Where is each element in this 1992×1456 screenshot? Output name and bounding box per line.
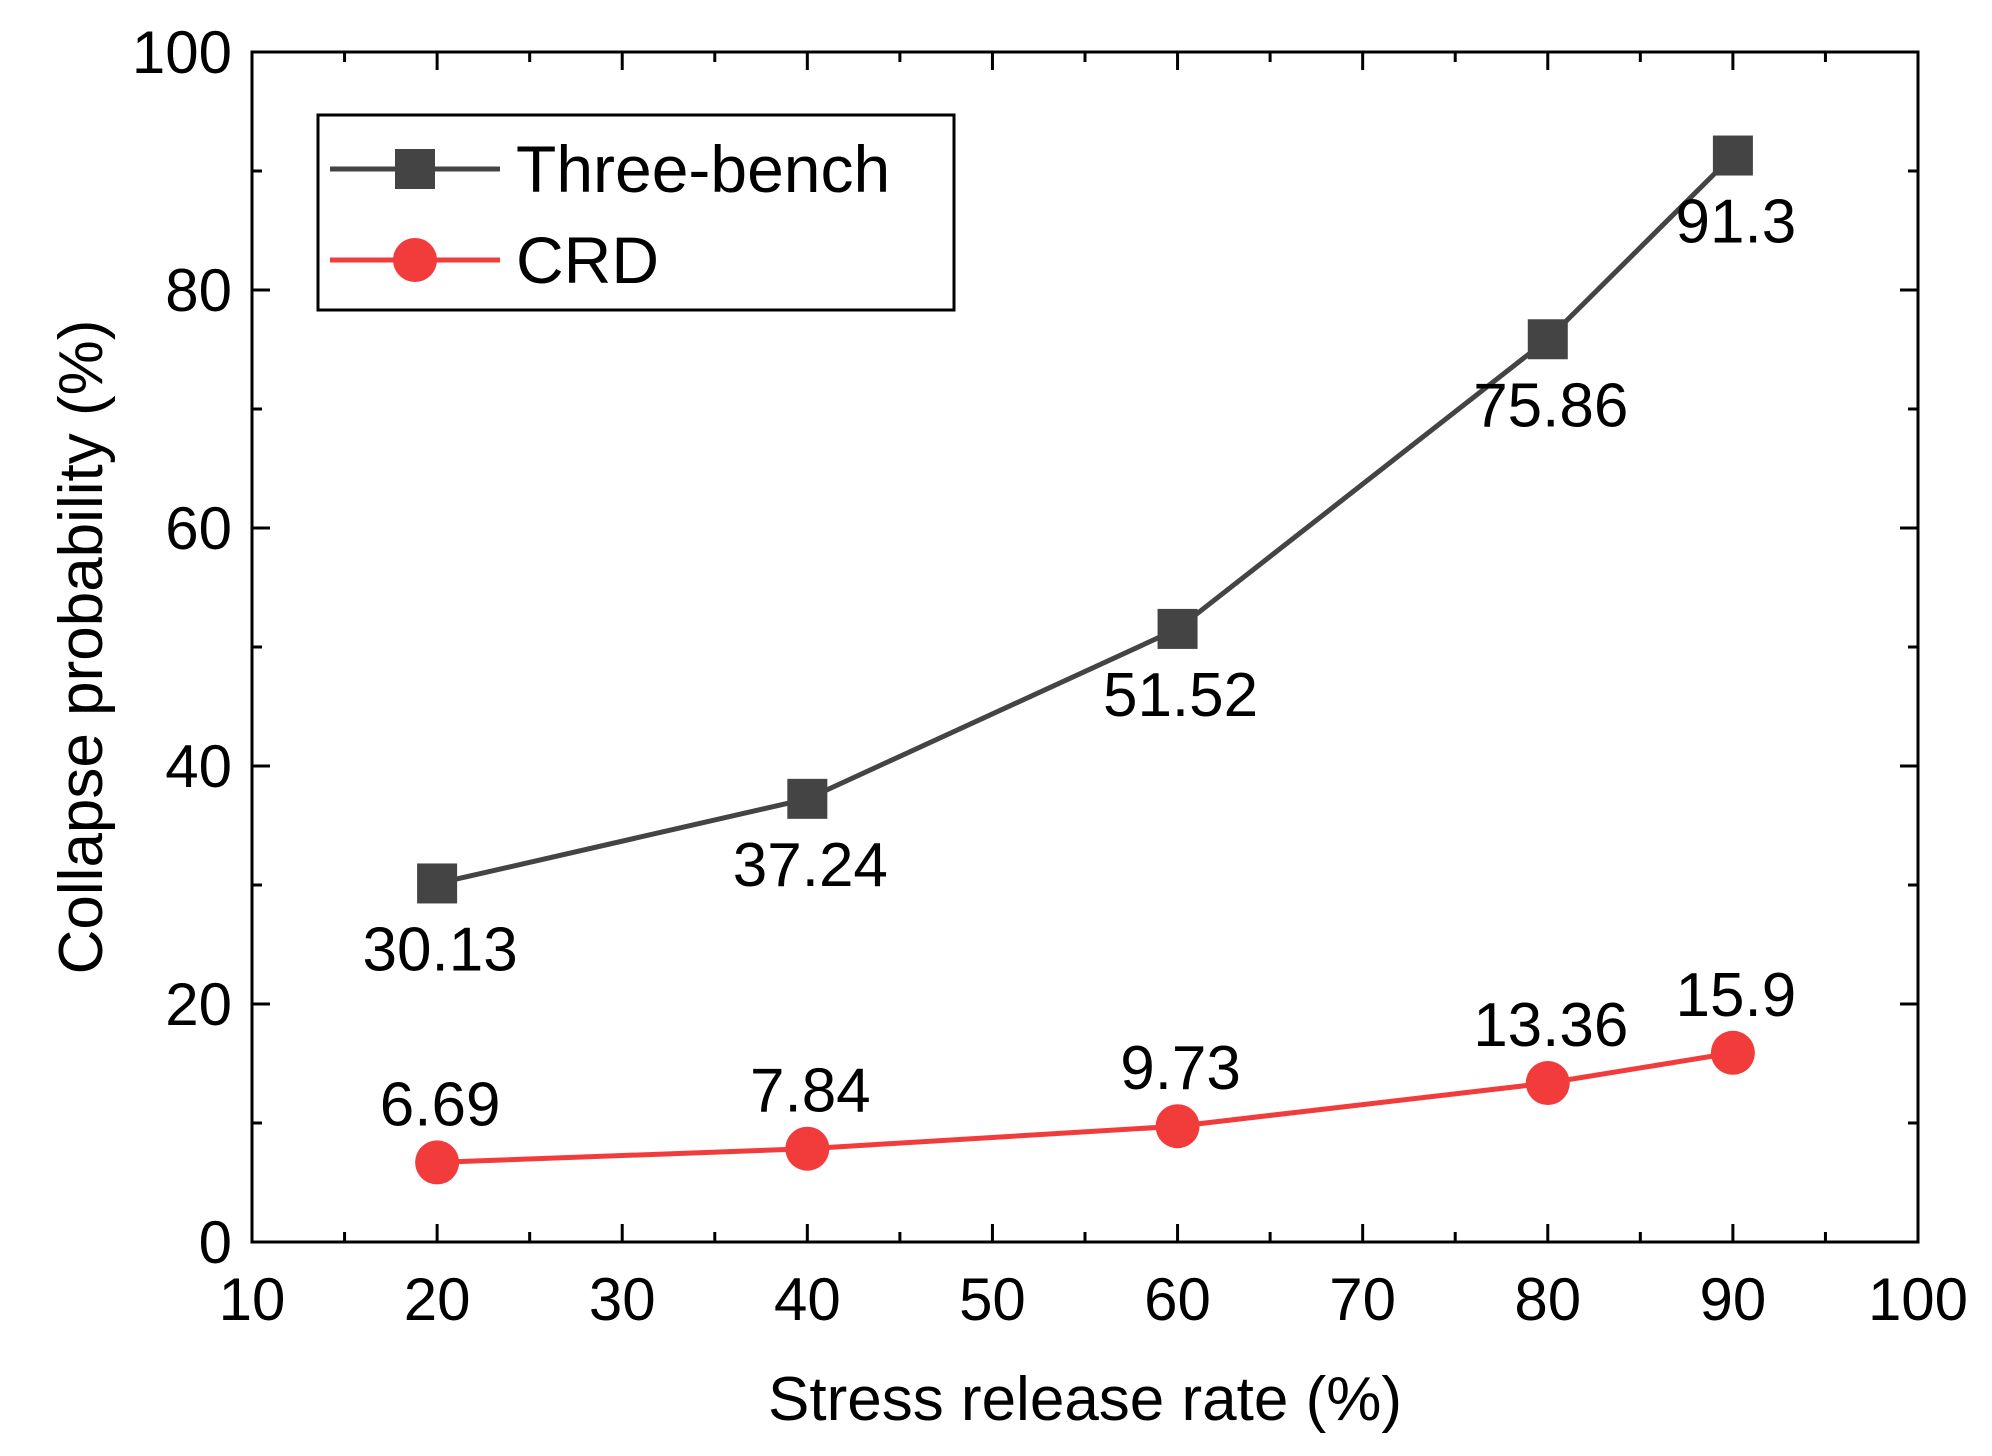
data-label: 15.9 xyxy=(1676,961,1797,1030)
data-labels: 30.13 37.24 51.52 75.86 91.3 6.69 7.84 9.73 13.3… xyxy=(363,188,1797,1140)
y-tick-label: 40 xyxy=(165,733,232,800)
legend-item-crd: CRD xyxy=(330,223,659,297)
x-tick-label: 70 xyxy=(1329,1266,1396,1333)
y-tick-label: 100 xyxy=(132,19,232,86)
x-tick-label: 20 xyxy=(404,1266,471,1333)
marker-square xyxy=(787,778,828,819)
marker-square xyxy=(1712,135,1753,176)
legend-marker-circle xyxy=(393,238,437,282)
x-tick-label: 10 xyxy=(219,1266,286,1333)
marker-square xyxy=(1157,608,1198,649)
x-tick-label: 30 xyxy=(589,1266,656,1333)
x-tick-label: 90 xyxy=(1700,1266,1767,1333)
plot-series xyxy=(415,135,1755,1185)
data-label: 75.86 xyxy=(1473,371,1628,440)
data-label: 13.36 xyxy=(1473,991,1628,1060)
marker-circle xyxy=(1155,1104,1200,1149)
x-tick-label: 80 xyxy=(1514,1266,1581,1333)
x-axis-title: Stress release rate (%) xyxy=(768,1365,1402,1434)
marker-circle xyxy=(1710,1030,1755,1075)
marker-circle xyxy=(1525,1061,1570,1106)
legend: Three-bench CRD xyxy=(316,113,956,312)
marker-square xyxy=(1527,319,1568,360)
data-label: 7.84 xyxy=(750,1057,871,1126)
data-label: 37.24 xyxy=(733,831,888,900)
series-crd xyxy=(415,1030,1755,1185)
marker-circle xyxy=(415,1140,460,1185)
series-three-bench xyxy=(417,135,1753,904)
legend-marker-square xyxy=(395,149,435,189)
data-label: 91.3 xyxy=(1676,188,1797,257)
y-tick-label: 0 xyxy=(199,1209,232,1276)
data-label: 9.73 xyxy=(1120,1034,1241,1103)
axes: 10 20 30 40 50 60 70 80 90 100 0 20 40 60 80 100 xyxy=(132,19,1968,1333)
marker-circle xyxy=(785,1126,830,1171)
x-tick-label: 40 xyxy=(774,1266,841,1333)
legend-label: CRD xyxy=(516,223,659,297)
x-tick-label: 50 xyxy=(959,1266,1026,1333)
data-label: 51.52 xyxy=(1103,661,1258,730)
data-label: 6.69 xyxy=(380,1070,501,1139)
x-tick-label: 60 xyxy=(1144,1266,1211,1333)
marker-square xyxy=(417,863,458,904)
legend-label: Three-bench xyxy=(516,132,890,206)
y-tick-label: 20 xyxy=(165,971,232,1038)
y-tick-label: 80 xyxy=(165,257,232,324)
y-axis-title: Collapse probability (%) xyxy=(47,320,116,975)
y-tick-label: 60 xyxy=(165,495,232,562)
legend-item-three-bench: Three-bench xyxy=(330,132,890,206)
data-label: 30.13 xyxy=(363,915,518,984)
x-tick-label: 100 xyxy=(1868,1266,1968,1333)
